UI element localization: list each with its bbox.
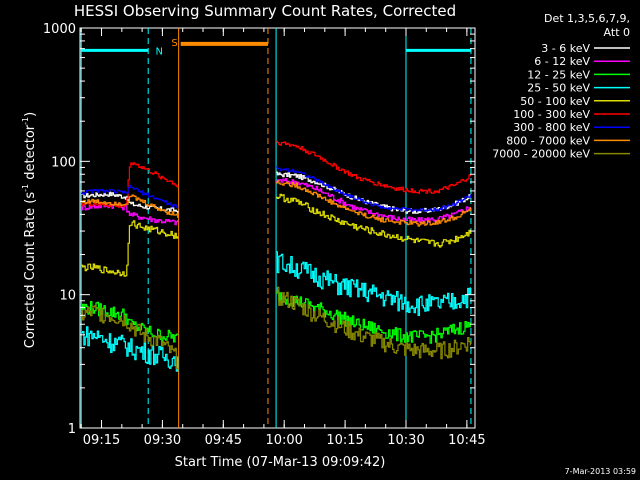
series-lines: [81, 140, 471, 372]
x-tick-label: 10:15: [326, 433, 363, 448]
series-line: [276, 166, 471, 212]
series-line: [81, 162, 179, 208]
x-axis-ticks: 09:15 09:30 09:45 10:00 10:15 10:30 10:45: [80, 28, 486, 448]
flag-label-s: S: [171, 38, 177, 49]
legend-label: 300 - 800 keV: [513, 121, 590, 134]
x-tick-label: 10:30: [387, 433, 424, 448]
y-tick-label: 10: [59, 289, 76, 304]
chart-title: HESSI Observing Summary Count Rates, Cor…: [74, 2, 456, 20]
legend-header-detectors: Det 1,3,5,6,7,9,: [544, 12, 630, 25]
series-line: [81, 305, 179, 370]
series-line: [81, 194, 179, 218]
series-line: [81, 326, 179, 372]
series-line: [276, 140, 471, 194]
series-line: [81, 203, 179, 226]
legend-header-attenuator: Att 0: [604, 26, 630, 39]
x-tick-label: 09:15: [83, 433, 120, 448]
legend-label: 7000 - 20000 keV: [492, 148, 590, 161]
y-tick-label: 1000: [43, 22, 76, 37]
series-line: [276, 171, 471, 214]
plot-frame: [79, 27, 476, 429]
x-tick-label: 10:45: [448, 433, 485, 448]
y-axis-label: Corrected Count Rate (s-1 detector-1): [21, 112, 38, 348]
series-line: [276, 178, 471, 224]
series-line: [276, 286, 471, 360]
legend-label: 800 - 7000 keV: [506, 134, 590, 147]
generation-timestamp: 7-Mar-2013 03:59: [565, 467, 636, 476]
legend-label: 50 - 100 keV: [520, 95, 590, 108]
x-tick-label: 10:00: [265, 433, 302, 448]
flag-label-n: N: [156, 46, 163, 57]
legend-label: 12 - 25 keV: [527, 68, 590, 81]
series-line: [276, 193, 471, 248]
y-tick-label: 1: [68, 422, 76, 437]
series-line: [81, 184, 179, 209]
x-tick-label: 09:45: [205, 433, 242, 448]
flag-bars: NS: [81, 38, 471, 57]
series-line: [276, 251, 471, 316]
series-line: [81, 220, 179, 277]
y-axis-ticks: 1 10 100 1000: [43, 22, 475, 437]
legend-label: 100 - 300 keV: [513, 108, 590, 121]
series-line: [276, 180, 471, 227]
x-axis-label: Start Time (07-Mar-13 09:09:42): [175, 455, 386, 470]
plot-area: NS 09:15 09:30 09:45 10:00 10:15 10:30 10:45 1…: [43, 22, 486, 448]
x-tick-label: 09:30: [144, 433, 181, 448]
legend-label: 3 - 6 keV: [541, 42, 590, 55]
y-tick-label: 100: [51, 155, 76, 170]
legend-label: 25 - 50 keV: [527, 82, 590, 95]
legend-label: 6 - 12 keV: [534, 55, 590, 68]
